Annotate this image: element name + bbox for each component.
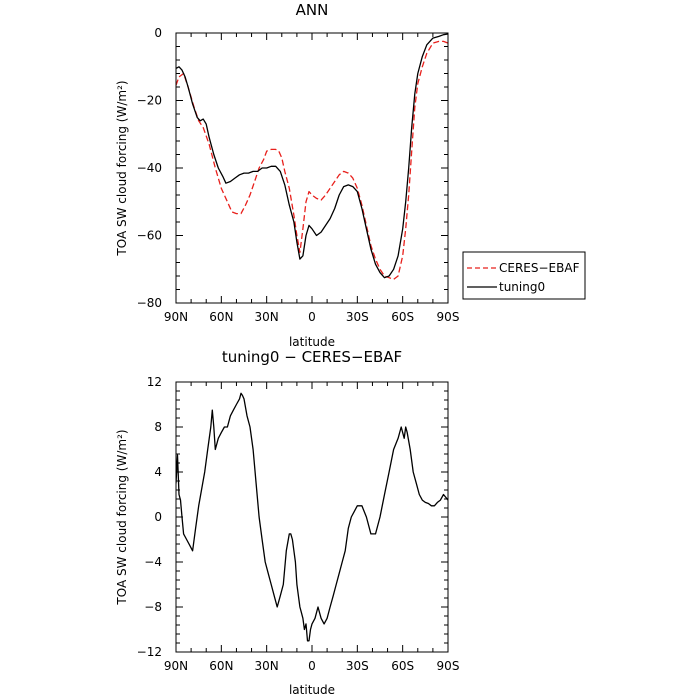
x-tick-label: 90S — [437, 659, 460, 673]
y-tick-label: −12 — [137, 645, 162, 659]
x-tick-label: 30N — [255, 310, 279, 324]
y-tick-label: −20 — [137, 94, 162, 108]
x-tick-label: 0 — [308, 310, 316, 324]
y-tick-label: −4 — [144, 555, 162, 569]
y-axis-label: TOA SW cloud forcing (W/m²) — [115, 80, 129, 256]
plot-frame — [175, 32, 449, 304]
y-axis-label: TOA SW cloud forcing (W/m²) — [115, 429, 129, 605]
x-tick-label: 30S — [346, 659, 369, 673]
y-tick-label: −8 — [144, 600, 162, 614]
top-panel-annual-swcf: ANN 90N 60N 30N 0 30S 60S 90S −80 −60 −40 −20 0 latit… — [115, 1, 459, 349]
x-axis-label: latitude — [289, 683, 335, 697]
x-tick-label: 30S — [346, 310, 369, 324]
x-axis-label: latitude — [289, 335, 335, 349]
x-tick-label: 60S — [391, 659, 414, 673]
bottom-panel-difference: tuning0 − CERES−EBAF 90N 60N 30N 0 30S 60S 90S −… — [115, 348, 459, 697]
chart-title: ANN — [296, 1, 329, 19]
y-tick-label: 4 — [154, 465, 162, 479]
series-line-tuning0 — [176, 33, 448, 279]
y-tick-label: 12 — [147, 375, 162, 389]
plot-frame — [175, 381, 449, 653]
series-line-difference — [176, 392, 448, 642]
y-tick-label: 0 — [154, 510, 162, 524]
series-line-ceres-ebaf — [176, 40, 448, 281]
legend: CERES−EBAF tuning0 — [462, 251, 586, 300]
x-tick-label: 60N — [209, 310, 233, 324]
legend-label: CERES−EBAF — [499, 261, 580, 275]
y-tick-label: −60 — [137, 229, 162, 243]
x-tick-label: 60N — [209, 659, 233, 673]
x-tick-label: 90N — [164, 310, 188, 324]
y-tick-label: 8 — [154, 420, 162, 434]
chart-title: tuning0 − CERES−EBAF — [222, 348, 402, 366]
y-tick-label: 0 — [154, 26, 162, 40]
x-tick-label: 90S — [437, 310, 460, 324]
x-tick-label: 30N — [255, 659, 279, 673]
y-tick-label: −40 — [137, 161, 162, 175]
y-tick-label: −80 — [137, 296, 162, 310]
x-tick-label: 90N — [164, 659, 188, 673]
x-tick-label: 60S — [391, 310, 414, 324]
legend-label: tuning0 — [499, 280, 545, 294]
x-tick-label: 0 — [308, 659, 316, 673]
legend-box — [462, 251, 586, 300]
